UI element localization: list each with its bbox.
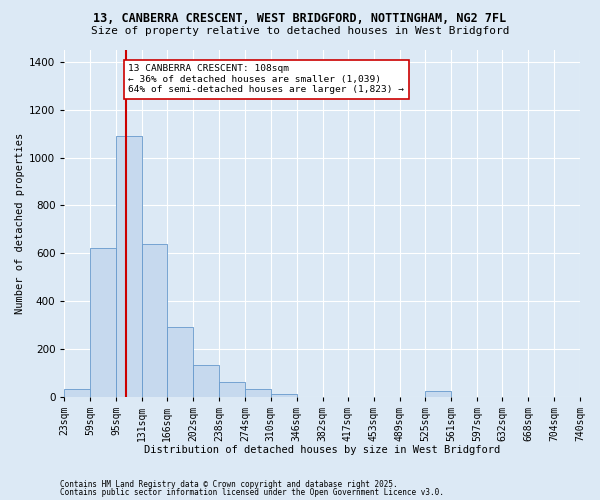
Y-axis label: Number of detached properties: Number of detached properties (15, 132, 25, 314)
Bar (425, 390, 451, 396)
Bar (193, 366, 219, 396)
Bar (142, 244, 167, 396)
Bar (219, 382, 245, 396)
Bar (91, 248, 116, 396)
X-axis label: Distribution of detached houses by size in West Bridgford: Distribution of detached houses by size … (144, 445, 500, 455)
Bar (245, 390, 271, 396)
Text: Size of property relative to detached houses in West Bridgford: Size of property relative to detached ho… (91, 26, 509, 36)
Text: 13, CANBERRA CRESCENT, WEST BRIDGFORD, NOTTINGHAM, NG2 7FL: 13, CANBERRA CRESCENT, WEST BRIDGFORD, N… (94, 12, 506, 26)
Bar (116, 136, 142, 396)
Text: Contains HM Land Registry data © Crown copyright and database right 2025.: Contains HM Land Registry data © Crown c… (60, 480, 398, 489)
Bar (64, 390, 91, 396)
Text: Contains public sector information licensed under the Open Government Licence v3: Contains public sector information licen… (60, 488, 444, 497)
Bar (271, 394, 296, 396)
Bar (167, 327, 193, 396)
Text: 13 CANBERRA CRESCENT: 108sqm
← 36% of detached houses are smaller (1,039)
64% of: 13 CANBERRA CRESCENT: 108sqm ← 36% of de… (128, 64, 404, 94)
